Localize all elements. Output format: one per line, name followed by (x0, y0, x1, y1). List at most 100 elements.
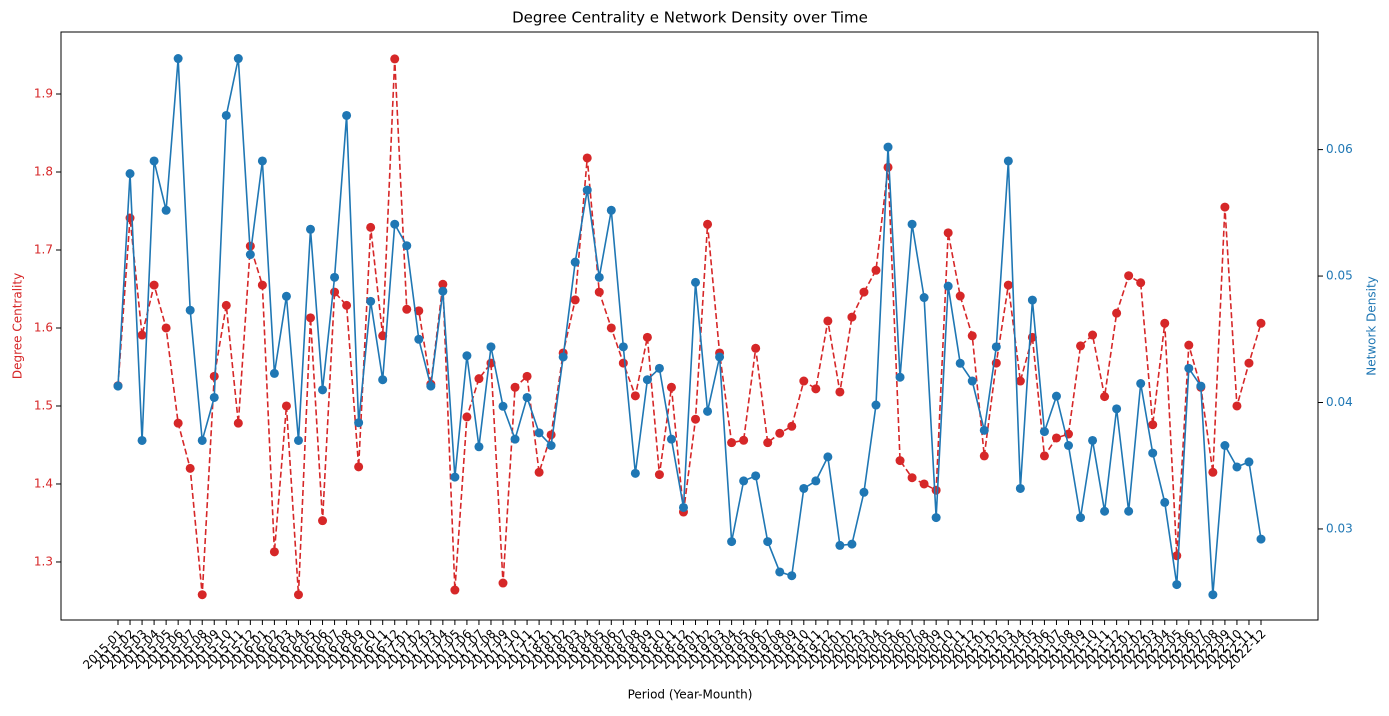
data-point (1220, 202, 1230, 212)
data-point (618, 342, 628, 352)
data-point (823, 452, 833, 462)
data-point (1088, 435, 1098, 445)
data-point (1100, 392, 1110, 402)
data-point (642, 332, 652, 342)
data-point (1027, 295, 1037, 305)
data-point (306, 224, 316, 234)
data-point (606, 205, 616, 215)
data-point (1088, 330, 1098, 340)
data-point (1244, 358, 1254, 368)
data-point (233, 418, 243, 428)
data-point (366, 222, 376, 232)
data-point (859, 287, 869, 297)
data-point (149, 280, 159, 290)
y2-tick-label: 0.06 (1326, 142, 1353, 156)
data-point (438, 286, 448, 296)
data-point (281, 291, 291, 301)
data-point (221, 110, 231, 120)
data-point (1208, 590, 1218, 600)
data-point (883, 142, 893, 152)
data-point (402, 304, 412, 314)
data-point (402, 241, 412, 251)
data-point (811, 476, 821, 486)
data-point (1136, 278, 1146, 288)
data-point (209, 371, 219, 381)
data-point (1112, 308, 1122, 318)
data-point (1124, 506, 1134, 516)
data-point (739, 435, 749, 445)
data-point (630, 468, 640, 478)
data-point (919, 479, 929, 489)
data-point (1112, 404, 1122, 414)
data-point (895, 372, 905, 382)
data-point (366, 296, 376, 306)
data-point (907, 473, 917, 483)
data-point (354, 462, 364, 472)
data-point (799, 376, 809, 386)
data-point (715, 352, 725, 362)
data-point (1015, 483, 1025, 493)
data-point (414, 306, 424, 316)
data-point (414, 334, 424, 344)
data-point (125, 169, 135, 179)
data-point (1124, 271, 1134, 281)
data-point (1003, 156, 1013, 166)
data-point (1160, 497, 1170, 507)
data-point (522, 371, 532, 381)
data-point (1051, 433, 1061, 443)
data-point (173, 418, 183, 428)
data-point (811, 384, 821, 394)
data-point (895, 456, 905, 466)
data-point (450, 585, 460, 595)
data-point (534, 428, 544, 438)
data-point (967, 376, 977, 386)
data-point (161, 323, 171, 333)
data-point (871, 400, 881, 410)
y-axis-label: Degree Centrality (11, 273, 25, 379)
data-point (113, 381, 123, 391)
data-point (269, 368, 279, 378)
data-point (318, 385, 328, 395)
data-point (558, 352, 568, 362)
data-point (594, 287, 604, 297)
y2-tick-label: 0.03 (1326, 521, 1353, 535)
data-point (739, 476, 749, 486)
data-point (1051, 391, 1061, 401)
data-point (666, 382, 676, 392)
data-point (618, 358, 628, 368)
data-point (1196, 381, 1206, 391)
data-point (173, 54, 183, 64)
data-point (426, 381, 436, 391)
data-point (474, 442, 484, 452)
data-point (281, 401, 291, 411)
data-point (330, 287, 340, 297)
data-point (907, 219, 917, 229)
data-point (751, 471, 761, 481)
data-point (510, 434, 520, 444)
plot-frame (60, 31, 1319, 621)
data-point (209, 392, 219, 402)
data-point (1076, 341, 1086, 351)
data-point (185, 305, 195, 315)
data-point (510, 382, 520, 392)
data-point (462, 412, 472, 422)
data-point (257, 156, 267, 166)
data-point (582, 153, 592, 163)
data-point (847, 312, 857, 322)
y2-tick-label: 0.04 (1326, 395, 1353, 409)
data-point (823, 316, 833, 326)
data-point (1003, 280, 1013, 290)
data-point (835, 540, 845, 550)
data-point (727, 537, 737, 547)
data-point (979, 451, 989, 461)
chart-title: Degree Centrality e Network Density over… (512, 9, 868, 27)
data-point (269, 547, 279, 557)
data-point (979, 425, 989, 435)
data-point (787, 421, 797, 431)
data-point (931, 513, 941, 523)
data-point (306, 313, 316, 323)
data-point (570, 257, 580, 267)
data-point (691, 414, 701, 424)
data-point (943, 281, 953, 291)
